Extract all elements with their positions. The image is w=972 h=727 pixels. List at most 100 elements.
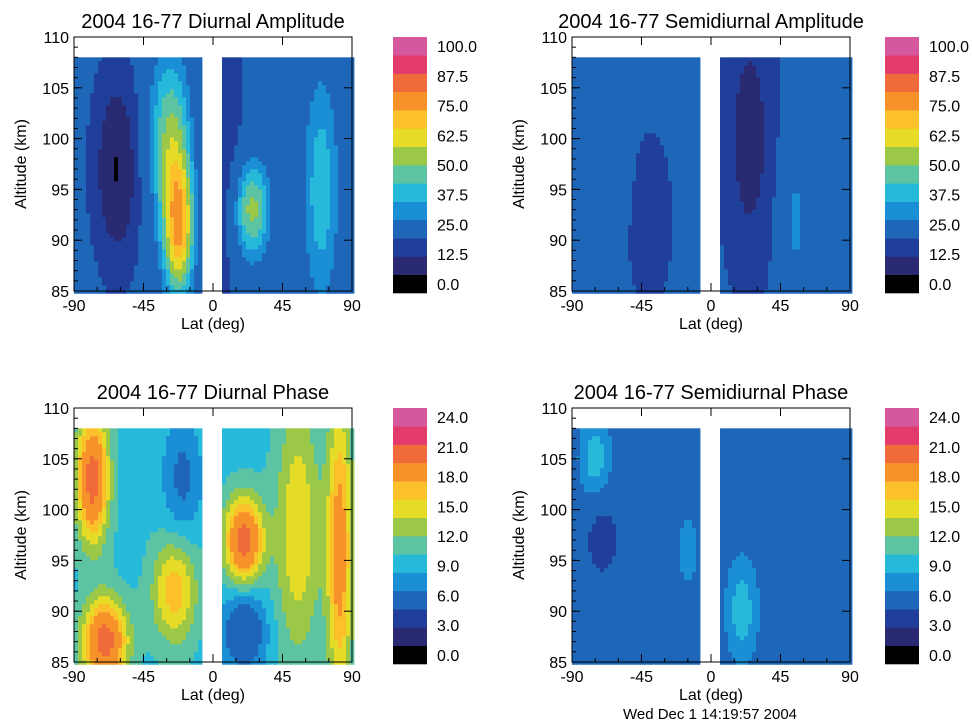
contour-cell: [254, 93, 258, 97]
contour-cell: [86, 117, 90, 121]
contour-cell: [310, 165, 314, 169]
contour-cell: [290, 141, 294, 145]
contour-cell: [306, 57, 310, 61]
contour-cell: [616, 221, 620, 225]
contour-cell: [254, 157, 258, 161]
contour-cell: [178, 273, 182, 277]
contour-cell: [134, 197, 138, 201]
contour-cell: [322, 73, 326, 77]
contour-cell: [82, 133, 86, 137]
contour-cell: [154, 97, 158, 101]
contour-cell: [110, 157, 114, 161]
contour-cell: [592, 97, 596, 101]
contour-cell: [114, 125, 118, 129]
contour-cell: [230, 265, 234, 269]
contour-cell: [286, 89, 290, 93]
contour-cell: [326, 173, 330, 177]
contour-cell: [596, 69, 600, 73]
contour-cell: [600, 233, 604, 237]
contour-cell: [146, 229, 150, 233]
contour-cell: [334, 105, 338, 109]
contour-cell: [234, 85, 238, 89]
contour-cell: [118, 73, 122, 77]
contour-cell: [588, 217, 592, 221]
contour-cell: [576, 277, 580, 281]
contour-cell: [186, 65, 190, 69]
contour-cell: [146, 273, 150, 277]
contour-cell: [222, 217, 226, 221]
contour-cell: [190, 89, 194, 93]
contour-cell: [174, 237, 178, 241]
contour-cell: [600, 157, 604, 161]
contour-cell: [314, 81, 318, 85]
contour-cell: [588, 125, 592, 129]
contour-cell: [134, 165, 138, 169]
contour-cell: [346, 69, 350, 73]
contour-cell: [318, 153, 322, 157]
contour-cell: [334, 137, 338, 141]
contour-cell: [98, 149, 102, 153]
contour-cell: [580, 113, 584, 117]
contour-cell: [78, 193, 82, 197]
contour-cell: [134, 181, 138, 185]
contour-cell: [182, 145, 186, 149]
contour-cell: [318, 121, 322, 125]
contour-cell: [250, 265, 254, 269]
contour-cell: [588, 197, 592, 201]
contour-cell: [608, 249, 612, 253]
contour-cell: [262, 193, 266, 197]
contour-cell: [306, 281, 310, 285]
contour-cell: [246, 89, 250, 93]
contour-cell: [318, 113, 322, 117]
contour-cell: [266, 221, 270, 225]
contour-cell: [254, 73, 258, 77]
contour-cell: [106, 73, 110, 77]
contour-cell: [122, 105, 126, 109]
contour-cell: [114, 89, 118, 93]
contour-cell: [190, 189, 194, 193]
contour-cell: [238, 57, 242, 61]
contour-cell: [322, 257, 326, 261]
contour-cell: [616, 101, 620, 105]
contour-cell: [246, 97, 250, 101]
contour-cell: [78, 257, 82, 261]
contour-cell: [246, 113, 250, 117]
contour-cell: [114, 113, 118, 117]
contour-cell: [322, 229, 326, 233]
contour-cell: [576, 89, 580, 93]
contour-cell: [242, 161, 246, 165]
contour-cell: [612, 233, 616, 237]
contour-cell: [150, 57, 154, 61]
contour-cell: [294, 257, 298, 261]
contour-cell: [616, 201, 620, 205]
contour-cell: [620, 73, 624, 77]
contour-cell: [222, 141, 226, 145]
contour-cell: [110, 197, 114, 201]
contour-cell: [302, 197, 306, 201]
contour-cell: [592, 289, 596, 293]
contour-cell: [278, 169, 282, 173]
contour-cell: [86, 173, 90, 177]
contour-cell: [322, 249, 326, 253]
contour-cell: [628, 249, 632, 253]
contour-cell: [310, 97, 314, 101]
panel-semidiurnal-amplitude: 2004 16-77 Semidiurnal Amplitude-90 -45 0 4…: [511, 11, 969, 333]
contour-cell: [226, 209, 230, 213]
contour-cell: [314, 185, 318, 189]
contour-cell: [298, 209, 302, 213]
contour-cell: [154, 109, 158, 113]
contour-cell: [314, 265, 318, 269]
contour-cell: [286, 57, 290, 61]
contour-cell: [608, 69, 612, 73]
contour-cell: [230, 245, 234, 249]
contour-cell: [266, 277, 270, 281]
contour-cell: [588, 61, 592, 65]
contour-cell: [282, 93, 286, 97]
contour-cell: [194, 197, 198, 201]
contour-cell: [286, 129, 290, 133]
contour-cell: [640, 241, 644, 245]
contour-cell: [82, 165, 86, 169]
contour-cell: [110, 193, 114, 197]
contour-cell: [274, 221, 278, 225]
contour-cell: [636, 281, 640, 285]
